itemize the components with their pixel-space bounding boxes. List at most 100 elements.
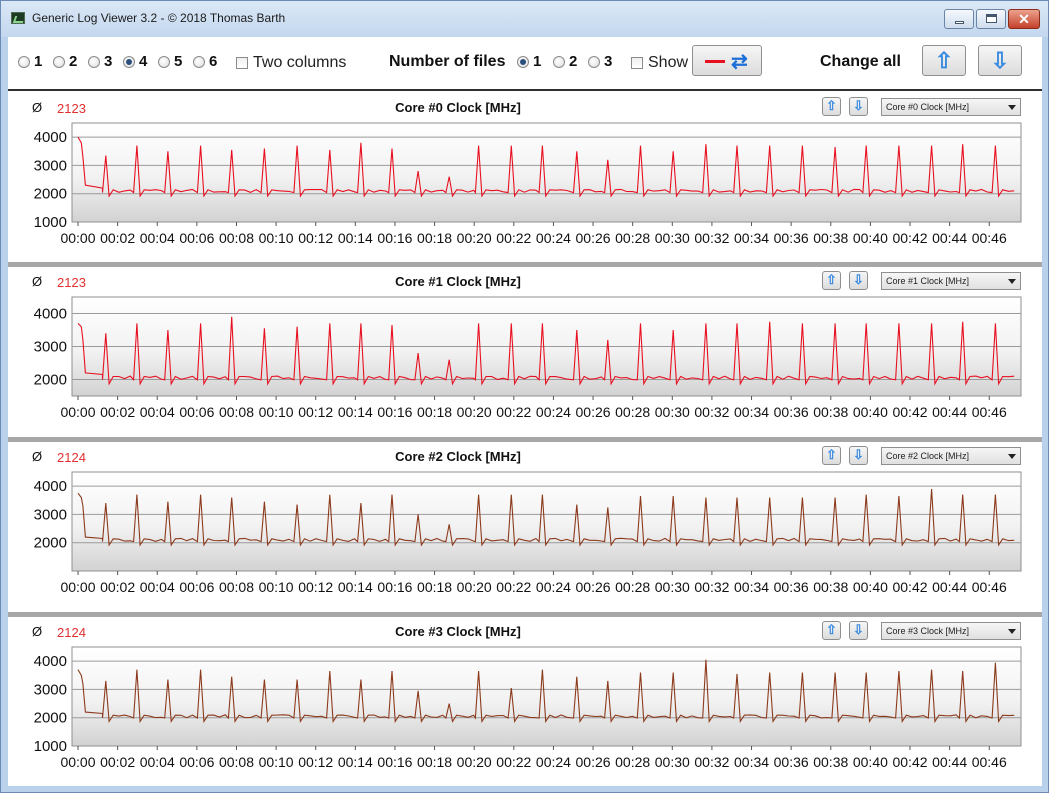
y-tick-label: 1000	[34, 214, 67, 231]
sensor-select[interactable]: Core #2 Clock [MHz]	[881, 447, 1021, 465]
x-tick-label: 00:32	[694, 754, 729, 770]
x-tick-label: 00:18	[417, 404, 452, 420]
checkbox-label: Two columns	[253, 54, 347, 71]
minimize-button[interactable]	[944, 9, 974, 29]
x-tick-label: 00:36	[774, 230, 809, 246]
y-tick-label: 3000	[34, 506, 67, 523]
change-all-down-button[interactable]: ⇩	[978, 45, 1022, 76]
line-color-swap-button[interactable]: ⇄	[692, 45, 762, 76]
x-tick-label: 00:26	[576, 230, 611, 246]
move-up-button[interactable]: ⇧	[822, 621, 841, 640]
columns-radio-6[interactable]: 6	[193, 54, 217, 69]
move-up-button[interactable]: ⇧	[822, 446, 841, 465]
chart-panel-core-2: Ø 2124 Core #2 Clock [MHz] ⇧ ⇩ Core #2 C…	[8, 437, 1042, 612]
panel-splitter[interactable]	[8, 262, 1042, 267]
toolbar: 1 2 3 4 5 6 Two columns Number of files …	[8, 37, 1042, 91]
x-tick-label: 00:36	[774, 404, 809, 420]
x-tick-label: 00:14	[338, 579, 373, 595]
x-tick-label: 00:28	[615, 579, 650, 595]
app-icon	[11, 12, 25, 24]
close-icon: ✕	[1018, 11, 1030, 27]
x-tick-label: 00:30	[655, 404, 690, 420]
x-tick-label: 00:40	[853, 754, 888, 770]
checkbox-box	[631, 57, 643, 69]
x-tick-label: 00:28	[615, 230, 650, 246]
average-value: 2123	[57, 101, 86, 116]
x-tick-label: 00:14	[338, 230, 373, 246]
arrow-down-icon: ⇩	[853, 272, 864, 287]
change-all-up-button[interactable]: ⇧	[922, 45, 966, 76]
x-tick-label: 00:02	[100, 754, 135, 770]
x-tick-label: 00:00	[60, 230, 95, 246]
x-tick-label: 00:34	[734, 579, 769, 595]
x-tick-label: 00:20	[457, 404, 492, 420]
x-tick-label: 00:40	[853, 404, 888, 420]
x-tick-label: 00:24	[536, 230, 571, 246]
move-up-button[interactable]: ⇧	[822, 271, 841, 290]
sensor-select-value: Core #0 Clock [MHz]	[886, 102, 970, 112]
move-up-button[interactable]: ⇧	[822, 97, 841, 116]
sensor-select[interactable]: Core #0 Clock [MHz]	[881, 98, 1021, 116]
x-tick-label: 00:46	[972, 404, 1007, 420]
files-radio-1[interactable]: 1	[517, 54, 541, 69]
columns-radio-2[interactable]: 2	[53, 54, 77, 69]
radio-indicator	[588, 56, 600, 68]
x-tick-label: 00:38	[813, 404, 848, 420]
line-color-icon	[705, 60, 725, 63]
line-chart: 2000 3000 4000 00:00 00:02 00:04 00:06 00:08 00:…	[34, 296, 1022, 420]
move-down-button[interactable]: ⇩	[849, 271, 868, 290]
arrow-down-icon: ⇩	[853, 447, 864, 462]
close-button[interactable]: ✕	[1008, 9, 1040, 29]
radio-label: 4	[139, 53, 148, 70]
radio-indicator	[158, 56, 170, 68]
title-bar[interactable]: Generic Log Viewer 3.2 - © 2018 Thomas B…	[1, 1, 1048, 37]
chevron-down-icon	[1008, 454, 1016, 459]
files-radio-3[interactable]: 3	[588, 54, 612, 69]
y-tick-label: 4000	[34, 129, 67, 146]
x-tick-label: 00:24	[536, 404, 571, 420]
x-tick-label: 00:28	[615, 404, 650, 420]
sensor-select[interactable]: Core #3 Clock [MHz]	[881, 622, 1021, 640]
show-checkbox[interactable]: Show	[631, 54, 688, 72]
columns-radio-3[interactable]: 3	[88, 54, 112, 69]
x-tick-label: 00:24	[536, 579, 571, 595]
chevron-down-icon	[1008, 629, 1016, 634]
y-tick-label: 2000	[34, 535, 67, 552]
x-tick-label: 00:34	[734, 230, 769, 246]
maximize-icon	[986, 14, 997, 23]
sensor-select[interactable]: Core #1 Clock [MHz]	[881, 272, 1021, 290]
x-tick-label: 00:30	[655, 754, 690, 770]
average-symbol: Ø	[32, 449, 43, 464]
x-tick-label: 00:04	[140, 579, 175, 595]
main-area: 1 2 3 4 5 6 Two columns Number of files …	[8, 37, 1042, 786]
chart-panel-core-0: Ø 2123 Core #0 Clock [MHz] ⇧ ⇩ Core #0 C…	[8, 93, 1042, 263]
x-tick-label: 00:16	[377, 404, 412, 420]
x-tick-label: 00:34	[734, 404, 769, 420]
x-tick-label: 00:30	[655, 579, 690, 595]
maximize-button[interactable]	[976, 9, 1006, 29]
x-tick-label: 00:18	[417, 579, 452, 595]
x-tick-label: 00:08	[219, 404, 254, 420]
y-tick-label: 4000	[34, 306, 67, 323]
columns-radio-5[interactable]: 5	[158, 54, 182, 69]
two-columns-checkbox[interactable]: Two columns	[236, 54, 346, 72]
move-down-button[interactable]: ⇩	[849, 446, 868, 465]
panel-splitter[interactable]	[8, 612, 1042, 617]
files-radio-2[interactable]: 2	[553, 54, 577, 69]
line-chart: 1000 2000 3000 4000 00:00 00:02 00:04 00:06 00:0…	[34, 646, 1022, 770]
y-tick-label: 4000	[34, 478, 67, 495]
radio-indicator	[517, 56, 529, 68]
columns-radio-4[interactable]: 4	[123, 53, 148, 70]
move-down-button[interactable]: ⇩	[849, 97, 868, 116]
columns-radio-1[interactable]: 1	[18, 54, 42, 69]
y-tick-label: 4000	[34, 653, 67, 670]
arrow-up-icon: ⇧	[826, 447, 837, 462]
x-tick-label: 00:40	[853, 579, 888, 595]
checkbox-box	[236, 57, 248, 69]
panel-splitter[interactable]	[8, 437, 1042, 442]
x-tick-label: 00:18	[417, 230, 452, 246]
x-tick-label: 00:04	[140, 754, 175, 770]
x-tick-label: 00:16	[377, 230, 412, 246]
arrow-down-icon: ⇩	[853, 98, 864, 113]
move-down-button[interactable]: ⇩	[849, 621, 868, 640]
